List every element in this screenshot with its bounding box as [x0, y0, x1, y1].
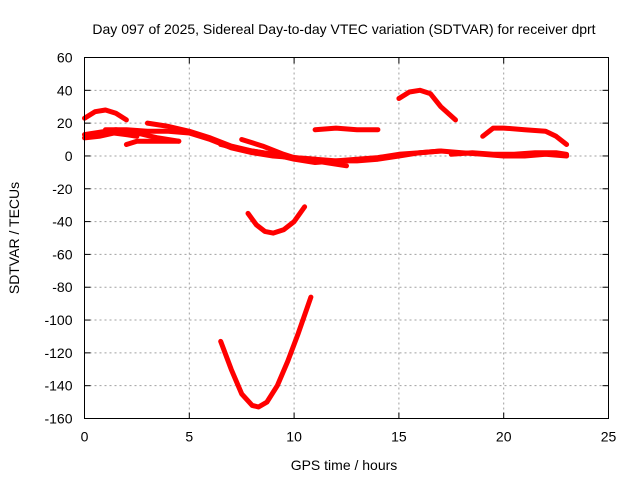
- series-arc-11: [480, 125, 570, 147]
- series-arc-13: [245, 204, 308, 236]
- series-arc-9: [312, 125, 381, 133]
- y-tick-label: 40: [57, 82, 73, 98]
- x-tick-label: 20: [496, 429, 512, 445]
- x-tick-label: 15: [391, 429, 407, 445]
- y-tick-label: -120: [44, 345, 72, 361]
- series-group: [82, 87, 570, 410]
- series-arc-12: [448, 150, 570, 157]
- y-tick-label: 20: [57, 115, 73, 131]
- y-axis-label: SDTVAR / TECUs: [6, 182, 22, 294]
- y-tick-label: -60: [52, 246, 72, 262]
- series-arc-3: [82, 130, 140, 141]
- y-tick-label: -20: [52, 181, 72, 197]
- x-tick-label: 5: [185, 429, 193, 445]
- x-tick-label: 0: [81, 429, 89, 445]
- y-tick-label: 0: [65, 148, 73, 164]
- y-tick-label: -80: [52, 279, 72, 295]
- y-tick-label: -40: [52, 214, 72, 230]
- plot-frame: [84, 57, 609, 419]
- ticks: 0 5 10 15 20 25 -160 -140 -120 -100 -80 -60 -40 -20 0 2…: [44, 50, 616, 445]
- series-arc-14: [218, 294, 314, 410]
- x-tick-label: 10: [286, 429, 302, 445]
- y-tick-label: 60: [57, 50, 73, 66]
- series-arc-1: [82, 107, 129, 123]
- series-arc-8: [239, 137, 318, 162]
- grid: [84, 57, 609, 419]
- chart-title: Day 097 of 2025, Sidereal Day-to-day VTE…: [92, 21, 595, 37]
- y-tick-label: -100: [44, 312, 72, 328]
- y-tick-label: -160: [44, 411, 72, 427]
- x-axis-label: GPS time / hours: [291, 457, 398, 473]
- series-arc-10: [396, 87, 458, 123]
- x-tick-label: 25: [601, 429, 617, 445]
- y-tick-label: -140: [44, 378, 72, 394]
- series-arc-4: [123, 138, 182, 147]
